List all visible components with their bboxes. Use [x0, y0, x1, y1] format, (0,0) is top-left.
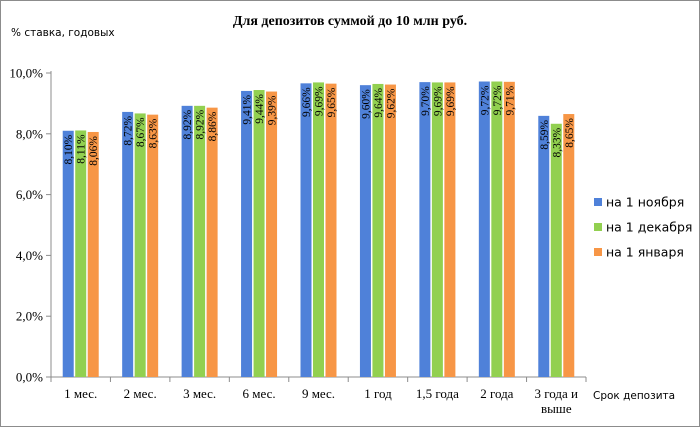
- x-category-label: 1 мес.: [64, 386, 97, 401]
- data-label: 8,59%: [539, 119, 551, 149]
- bar: [563, 114, 575, 377]
- bar: [372, 83, 384, 377]
- x-category-label: 2 года: [480, 386, 513, 401]
- x-category-label: 9 мес.: [302, 386, 335, 401]
- data-label: 9,71%: [504, 85, 516, 115]
- x-category-label: 6 мес.: [243, 386, 276, 401]
- data-label: 9,60%: [360, 89, 372, 119]
- bar: [444, 82, 456, 377]
- bar: [538, 115, 550, 377]
- legend-swatch: [594, 248, 602, 256]
- bar: [325, 83, 337, 377]
- y-tick-label: 4,0%: [16, 248, 43, 263]
- chart-title: Для депозитов суммой до 10 млн руб.: [233, 14, 467, 29]
- y-tick-label: 2,0%: [16, 309, 43, 324]
- x-category-label: 3 мес.: [183, 386, 216, 401]
- data-label: 8,06%: [88, 136, 100, 166]
- x-category-label: 3 года и: [535, 386, 579, 401]
- x-category-label: 1,5 года: [416, 386, 459, 401]
- data-label: 9,62%: [385, 88, 397, 118]
- y-tick-label: 6,0%: [16, 187, 43, 202]
- bar: [503, 81, 515, 377]
- x-category-label: 1 год: [364, 386, 392, 401]
- data-label: 9,64%: [373, 88, 385, 118]
- x-category-label: выше: [541, 401, 572, 416]
- y-tick-label: 0,0%: [16, 370, 43, 385]
- bar: [253, 90, 265, 378]
- data-label: 8,11%: [76, 134, 88, 164]
- bar: [62, 130, 74, 377]
- bar: [266, 91, 278, 377]
- legend-swatch: [594, 223, 602, 231]
- bar: [491, 81, 503, 378]
- data-label: 9,41%: [242, 95, 254, 125]
- bar: [134, 113, 146, 377]
- data-label: 8,92%: [195, 109, 207, 139]
- data-label: 9,70%: [420, 86, 432, 116]
- y-tick-label: 10,0%: [9, 66, 43, 81]
- bar: [431, 82, 443, 377]
- data-label: 9,66%: [301, 87, 313, 117]
- data-label: 8,65%: [564, 118, 576, 148]
- data-label: 8,33%: [551, 127, 563, 157]
- data-label: 8,67%: [135, 117, 147, 147]
- bar: [241, 90, 253, 377]
- data-label: 9,69%: [432, 86, 444, 116]
- y-tick-label: 8,0%: [16, 126, 43, 141]
- bar: [206, 107, 218, 377]
- bar: [194, 105, 206, 377]
- bar: [359, 85, 371, 377]
- legend-swatch: [594, 198, 602, 206]
- bar: [122, 111, 134, 378]
- bar: [313, 82, 324, 377]
- data-label: 8,72%: [123, 116, 135, 146]
- y-axis-label: % ставка, годовых: [11, 27, 115, 39]
- data-label: 9,72%: [492, 85, 504, 115]
- bar: [384, 84, 396, 377]
- bar: [75, 130, 87, 377]
- bar: [419, 82, 431, 378]
- plot-area: 0,0% 2,0% 4,0% 6,0% 8,0% 10,0% 1 мес. 2 мес. 3 м…: [9, 66, 587, 416]
- bar: [181, 105, 193, 377]
- bar: [147, 114, 159, 377]
- x-category-label: 2 мес.: [124, 386, 157, 401]
- bar: [550, 123, 562, 377]
- data-label: 9,65%: [326, 87, 338, 117]
- data-label: 8,63%: [148, 118, 160, 148]
- data-label: 8,10%: [63, 134, 75, 164]
- data-label: 9,69%: [314, 86, 326, 116]
- data-label: 8,86%: [207, 111, 219, 141]
- data-label: 9,69%: [445, 86, 457, 116]
- data-label: 9,39%: [267, 95, 279, 125]
- data-label: 9,72%: [479, 85, 491, 115]
- bar: [300, 83, 312, 377]
- x-axis-label: Срок депозита: [593, 390, 675, 402]
- legend-label: на 1 января: [606, 245, 684, 260]
- bar: [87, 131, 99, 377]
- legend: на 1 ноября на 1 декабря на 1 января: [594, 195, 692, 260]
- data-label: 8,92%: [182, 109, 194, 139]
- legend-label: на 1 декабря: [606, 220, 692, 235]
- legend-label: на 1 ноября: [606, 195, 684, 210]
- bar: [478, 81, 490, 378]
- data-label: 9,44%: [254, 94, 266, 124]
